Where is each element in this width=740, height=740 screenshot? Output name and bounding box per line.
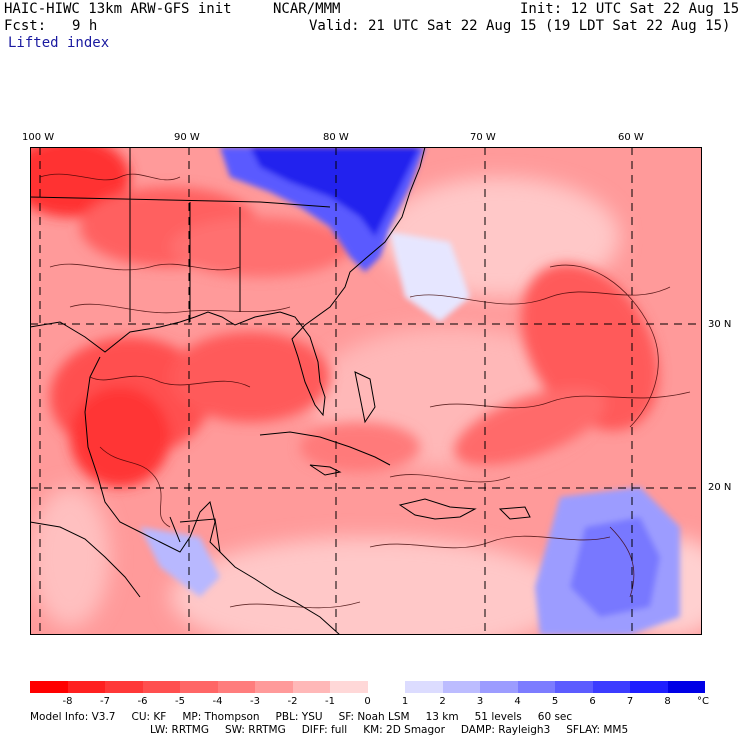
colorbar-tick-label: 1 [401,696,409,707]
colorbar-tick-label: 4 [514,696,521,707]
lon-label-60w: 60 W [618,132,644,143]
colorbar-swatch [142,681,180,693]
model-title: HAIC-HIWC 13km ARW-GFS init [4,1,232,17]
colorbar-tick-label: 0 [364,696,371,707]
colorbar-swatch [180,681,218,693]
init-time: Init: 12 UTC Sat 22 Aug 15 [520,1,740,17]
colorbar-swatch [442,681,480,693]
colorbar-swatch [405,681,443,693]
colorbar-swatch [255,681,293,693]
forecast-label: Fcst: [4,18,47,34]
lat-label-30n: 30 N [708,319,732,330]
model-info-item: MP: Thompson [182,711,260,723]
colorbar-swatch [367,681,405,693]
colorbar-swatch [30,681,68,693]
model-info-line1: Model Info: V3.7 CU: KF MP: Thompson PBL: Y… [30,711,572,723]
colorbar-swatch [480,681,518,693]
model-info-item: 13 km [425,711,459,723]
colorbar-tick-label: -7 [100,696,110,707]
model-info-item: SF: Noah LSM [338,711,410,723]
model-info-item: KM: 2D Smagor [363,724,445,736]
coastlines [30,147,531,635]
model-info-line2: LW: RRTMG SW: RRTMG DIFF: full KM: 2D Smago… [150,724,628,736]
colorbar-unit: °C [697,696,709,707]
field-unstable-areas [30,147,659,487]
colorbar-swatch [592,681,630,693]
model-info-item: SW: RRTMG [224,724,286,736]
colorbar-tick-label: -1 [325,696,335,707]
colorbar-tick-label: 3 [476,696,484,707]
colorbar-tick-label: -2 [287,696,298,707]
model-info-item: 51 levels [474,711,522,723]
lifted-index-map [30,147,702,635]
map-frame [30,147,702,635]
model-info-item: SFLAY: MM5 [566,724,629,736]
model-info-item: 60 sec [537,711,573,723]
valid-time: Valid: 21 UTC Sat 22 Aug 15 (19 LDT Sat … [309,18,731,34]
variable-name: Lifted index [8,35,110,51]
model-info-item: Model Info: V3.7 [30,711,116,723]
colorbar-swatch [105,681,143,693]
lat-label-20n: 20 N [708,482,732,493]
colorbar-tick-label: -4 [212,696,223,707]
forecast-hour: 9 h [72,18,98,34]
colorbar-swatch [517,681,555,693]
colorbar-swatch [630,681,668,693]
organization: NCAR/MMM [273,1,341,17]
model-info-item: LW: RRTMG [150,724,209,736]
colorbar-tick-label: 6 [589,696,596,707]
lat-lon-grid [30,147,702,635]
colorbar-tick-label: -6 [137,696,148,707]
colorbar-swatch [292,681,330,693]
contour-lines [39,173,691,609]
colorbar-tick-label: 8 [664,696,671,707]
colorbar-swatch [67,681,105,693]
lon-label-70w: 70 W [470,132,496,143]
colorbar-swatch [667,681,705,693]
colorbar-tick-label: 5 [551,696,559,707]
colorbar-swatch [330,681,368,693]
colorbar-tick-label: -8 [62,696,73,707]
lon-label-90w: 90 W [174,132,200,143]
colorbar-tick-label: 2 [439,696,446,707]
lon-label-100w: 100 W [22,132,55,143]
model-info-item: CU: KF [131,711,167,723]
colorbar-tick-label: 7 [626,696,634,707]
field-stable-areas [140,147,680,635]
colorbar-tick-label: -3 [250,696,260,707]
colorbar-swatch [217,681,255,693]
model-info-item: DIFF: full [301,724,348,736]
colorbar-swatch [555,681,593,693]
lon-label-80w: 80 W [323,132,349,143]
colorbar-tick-label: -5 [175,696,185,707]
model-info-item: PBL: YSU [275,711,323,723]
model-info-item: DAMP: Rayleigh3 [460,724,551,736]
